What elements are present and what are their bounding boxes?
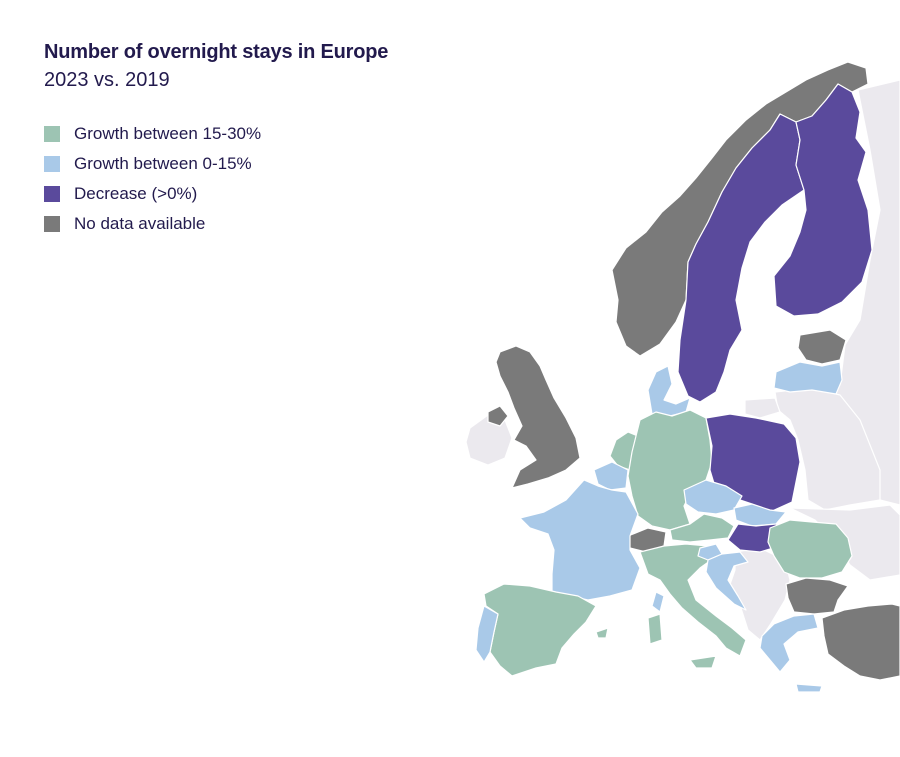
- country-portugal: [475, 605, 499, 663]
- legend-item-growth-low: Growth between 0-15%: [44, 149, 261, 179]
- map-subtitle: 2023 vs. 2019: [44, 69, 170, 91]
- legend-item-decrease: Decrease (>0%): [44, 179, 261, 209]
- country-austria: [669, 513, 735, 543]
- legend-swatch: [44, 216, 60, 232]
- legend-label: Growth between 15-30%: [74, 124, 262, 143]
- country-latvia: [773, 361, 843, 395]
- country-turkey: [821, 603, 900, 681]
- legend-item-growth-high: Growth between 15-30%: [44, 119, 261, 149]
- kaliningrad-region: [744, 397, 781, 419]
- legend-swatch: [44, 186, 60, 202]
- country-estonia: [797, 329, 847, 365]
- legend: Growth between 15-30% Growth between 0-1…: [44, 119, 261, 239]
- country-france: [519, 479, 665, 613]
- country-romania: [767, 519, 853, 579]
- legend-label: No data available: [74, 214, 206, 233]
- country-belgium: [593, 461, 629, 491]
- map-title: Number of overnight stays in Europe: [44, 41, 389, 63]
- country-finland: [773, 83, 873, 317]
- country-sweden: [677, 113, 805, 403]
- legend-label: Growth between 0-15%: [74, 154, 252, 173]
- country-bulgaria: [785, 577, 849, 615]
- country-greece: [759, 613, 823, 693]
- legend-swatch: [44, 126, 60, 142]
- country-croatia: [705, 551, 749, 611]
- lithuania-belarus-region: [774, 387, 881, 511]
- country-slovakia: [733, 503, 787, 527]
- legend-item-no-data: No data available: [44, 209, 261, 239]
- legend-swatch: [44, 156, 60, 172]
- country-united-kingdom: [487, 345, 581, 489]
- legend-label: Decrease (>0%): [74, 184, 198, 203]
